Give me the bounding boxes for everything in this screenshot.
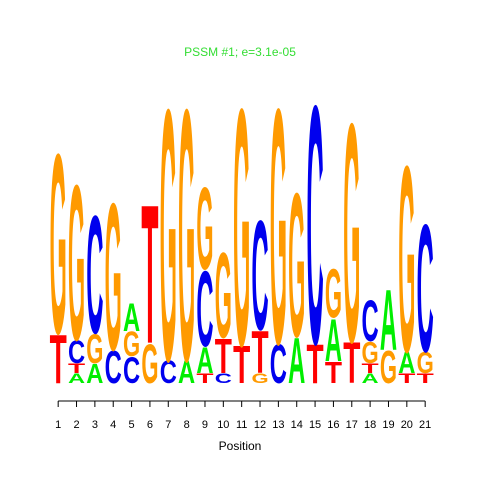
x-tick-label: 21 (419, 419, 431, 431)
logo-letter-C: C (307, 35, 324, 416)
logo-letter-C: C (123, 350, 140, 392)
x-tick-label: 13 (272, 419, 284, 431)
logo-letter-G: G (68, 139, 85, 387)
logo-letter-C: C (251, 188, 268, 363)
logo-letter-C: C (105, 340, 122, 393)
x-tick-label: 11 (236, 419, 247, 431)
logo-letter-C: C (160, 354, 177, 391)
logo-letter-A: A (380, 273, 397, 368)
logo-letter-G: G (86, 327, 103, 373)
logo-letter-G: G (215, 229, 232, 364)
logo-letter-A: A (362, 371, 379, 387)
logo-letter-G: G (105, 160, 122, 395)
logo-letter-T: T (398, 370, 416, 386)
logo-letter-C: C (270, 334, 287, 396)
logo-letter-A: A (86, 357, 103, 389)
logo-letter-G: G (123, 326, 140, 364)
logo-letter-A: A (398, 345, 415, 380)
x-tick-label: 12 (254, 419, 266, 431)
x-tick-label: 19 (382, 419, 394, 431)
logo-letter-G: G (362, 335, 379, 369)
x-tick-label: 9 (202, 419, 208, 431)
x-tick-label: 17 (346, 419, 358, 431)
x-tick-label: 10 (217, 419, 229, 431)
x-tick-label: 3 (92, 419, 98, 431)
logo-letter-C: C (215, 371, 232, 387)
logo-letter-G: G (160, 35, 177, 436)
logo-letter-G: G (343, 57, 360, 407)
logo-letter-T: T (251, 319, 268, 387)
logo-letter-C: C (68, 334, 85, 371)
chart-title: PSSM #1; e=3.1e-05 (184, 45, 296, 59)
x-tick-label: 5 (129, 419, 135, 431)
logo-letter-G: G (233, 38, 250, 416)
logo-letter-T: T (307, 334, 324, 396)
x-tick-label: 14 (291, 419, 303, 431)
logo-letter-G: G (288, 150, 305, 379)
logo-letter-C: C (417, 187, 434, 390)
logo-letter-A: A (196, 340, 213, 382)
logo-letter-C: C (196, 251, 213, 370)
logo-letter-T: T (141, 165, 158, 386)
logo-letter-G: G (417, 345, 434, 379)
logo-letter-G: G (398, 110, 415, 407)
logo-letter-T: T (233, 335, 250, 395)
x-tick-label: 6 (147, 419, 153, 431)
logo-letter-G: G (50, 100, 67, 387)
x-axis-label: Position (219, 439, 262, 453)
logo-letter-T: T (343, 331, 360, 396)
x-tick-label: 20 (401, 419, 413, 431)
logo-letter-A: A (288, 326, 305, 398)
logo-letter-A: A (123, 295, 140, 340)
x-tick-label: 18 (364, 419, 376, 431)
logo-letter-T: T (362, 360, 380, 376)
logo-letter-T: T (215, 330, 232, 384)
x-tick-label: 7 (165, 419, 171, 431)
x-axis: 1 2 3 4 5 6 7 8 9 10 11 12 13 14 15 16 17 18 19 20 21 (55, 400, 431, 431)
x-tick-label: 4 (110, 419, 116, 431)
logo-letter-C: C (86, 181, 103, 369)
x-tick-label: 2 (73, 419, 79, 431)
logo-letter-T: T (68, 360, 86, 376)
logo-letter-G: G (325, 254, 342, 332)
x-tick-label: 8 (184, 419, 190, 431)
logo-letter-G: G (196, 163, 213, 294)
logo-letter-A: A (68, 371, 85, 387)
logo-letter-A: A (178, 354, 195, 391)
logo-letter-G: G (270, 39, 287, 414)
logo-letter-G: G (251, 370, 268, 386)
x-tick-label: 15 (309, 419, 321, 431)
logo-letter-T: T (50, 321, 67, 398)
logo-letter-T: T (196, 370, 214, 386)
logo-letter-T: T (417, 370, 435, 386)
logo-letter-A: A (325, 306, 342, 374)
logo-letter-C: C (362, 290, 379, 354)
logo-letter-G: G (380, 341, 397, 393)
logo-letter-T: T (325, 357, 342, 390)
logo-letter-G: G (141, 333, 158, 396)
x-tick-label: 16 (327, 419, 339, 431)
x-tick-label: 1 (55, 419, 61, 431)
logo-letter-G: G (178, 35, 195, 436)
